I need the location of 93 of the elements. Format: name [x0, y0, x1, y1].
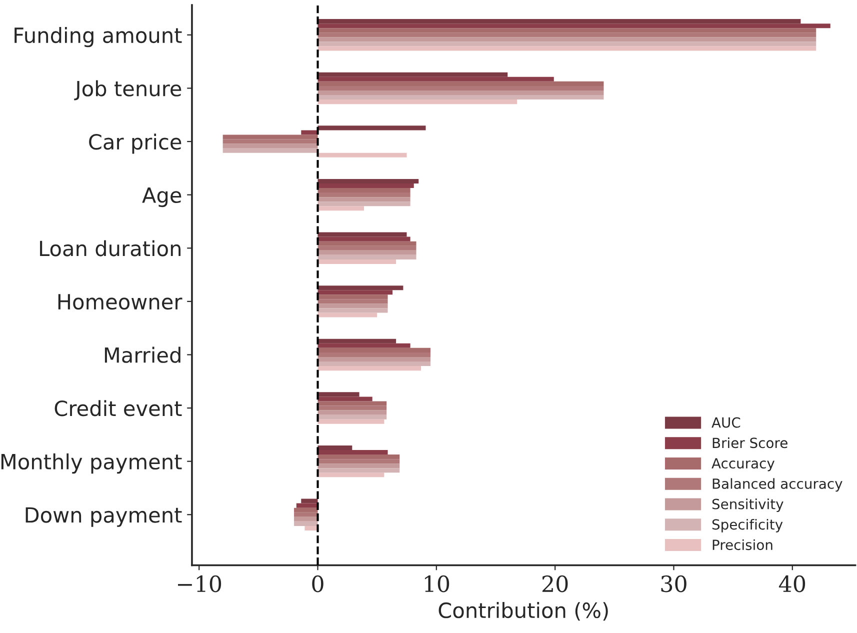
bar: [318, 250, 416, 255]
bar: [318, 366, 421, 371]
y-tick-label: Down payment: [26, 507, 182, 527]
y-tick-label: Job tenure: [74, 80, 182, 100]
bar: [318, 294, 388, 300]
bar: [318, 414, 387, 420]
bar: [318, 304, 388, 308]
x-tick-label: 20: [542, 575, 568, 592]
bar: [318, 472, 384, 478]
bar: [318, 419, 384, 424]
bar: [318, 254, 416, 260]
bar: [318, 188, 410, 193]
bar: [318, 259, 396, 264]
bar: [318, 206, 364, 211]
bar: [318, 241, 416, 246]
bar: [318, 454, 400, 460]
bar: [318, 299, 388, 304]
y-tick-label: Homeowner: [58, 294, 182, 310]
bar: [222, 134, 318, 140]
bar: [318, 76, 554, 82]
bar: [318, 290, 393, 295]
x-tick-label: 10: [424, 575, 450, 592]
bar: [318, 396, 372, 402]
bar: [222, 144, 318, 148]
bar: [318, 46, 816, 51]
bar: [318, 19, 801, 24]
bar: [318, 362, 430, 366]
legend-label: AUC: [712, 417, 740, 428]
legend-label: Accuracy: [712, 458, 774, 472]
bar: [318, 32, 816, 38]
legend-label: Balanced accuracy: [712, 478, 842, 492]
bar: [318, 392, 360, 397]
bar: [318, 152, 407, 158]
bar: [318, 197, 410, 202]
bar: [301, 130, 318, 135]
bar: [294, 508, 318, 512]
bar: [222, 148, 318, 153]
bar: [318, 356, 430, 362]
bar: [318, 37, 816, 42]
bar: [318, 24, 830, 28]
bar: [301, 498, 318, 504]
bar: [318, 183, 414, 188]
bar: [318, 86, 604, 90]
bar: [318, 445, 352, 450]
legend-label: Specificity: [712, 518, 783, 532]
bar: [318, 468, 400, 473]
bar: [318, 81, 604, 86]
bar: [318, 450, 388, 455]
bar: [318, 343, 410, 348]
bar: [318, 308, 388, 313]
y-tick-label: Car price: [89, 134, 182, 154]
bar: [318, 286, 404, 290]
bar: [318, 232, 407, 237]
y-tick-label: Funding amount: [14, 27, 182, 48]
bar: [294, 521, 318, 526]
bar: [318, 348, 430, 352]
bar: [318, 246, 416, 250]
x-tick-label: 30: [661, 575, 686, 592]
bar: [318, 202, 410, 206]
bar: [222, 139, 318, 144]
bar: [294, 516, 318, 522]
bar: [296, 503, 318, 508]
bar: [318, 90, 604, 96]
bar: [318, 126, 426, 130]
legend-label: Precision: [712, 539, 772, 550]
x-tick-label: 0: [312, 575, 324, 592]
bar: [318, 352, 430, 357]
bar: [318, 100, 518, 104]
bar: [318, 192, 410, 198]
legend-label: Brier Score: [712, 437, 788, 448]
bar: [318, 28, 816, 33]
legend-label: Sensitivity: [712, 498, 784, 512]
bar: [318, 312, 378, 318]
bar: [318, 338, 396, 344]
y-tick-label: Loan duration: [40, 240, 180, 256]
y-tick-label: Married: [104, 346, 180, 363]
bar: [318, 406, 387, 410]
bar: [318, 464, 400, 468]
x-tick-label: 40: [778, 575, 806, 592]
bar: [318, 95, 604, 100]
bar: [294, 512, 318, 517]
y-tick-label: Monthly payment: [1, 453, 182, 474]
bar: [318, 178, 419, 184]
x-axis-title: Contribution (%): [438, 602, 608, 621]
bar: [318, 459, 400, 464]
y-tick-label: Credit event: [54, 400, 182, 416]
y-tick-label: Age: [142, 188, 182, 208]
x-tick-label: −10: [178, 575, 222, 592]
bar: [318, 72, 508, 77]
bar: [318, 236, 410, 242]
bar: [318, 42, 816, 46]
bar: [318, 401, 387, 406]
bar: [318, 410, 387, 415]
